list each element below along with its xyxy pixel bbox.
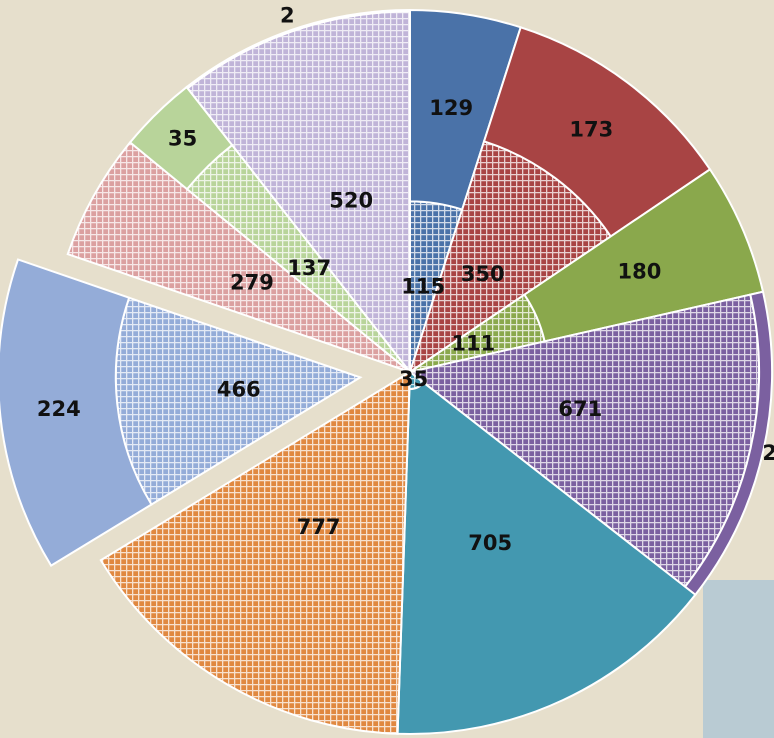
chart: 115 129 350 173 111 180 671 25 35 705 777 466 224 279… xyxy=(0,0,774,738)
data-label: 520 xyxy=(329,189,373,213)
data-label: 111 xyxy=(451,332,495,356)
data-label: 279 xyxy=(230,271,274,295)
data-label: 705 xyxy=(468,531,512,555)
data-label: 137 xyxy=(287,256,331,280)
data-label: 350 xyxy=(461,262,505,286)
data-label: 129 xyxy=(429,96,473,120)
data-label: 25 xyxy=(762,441,774,465)
data-label: 466 xyxy=(217,377,261,401)
data-label: 173 xyxy=(569,117,613,141)
data-label: 224 xyxy=(37,397,81,421)
data-label: 671 xyxy=(558,397,602,421)
data-label: 2 xyxy=(280,4,295,28)
photo-fragment xyxy=(703,580,774,738)
data-label: 35 xyxy=(168,127,197,151)
data-label: 180 xyxy=(618,260,662,284)
data-label: 35 xyxy=(399,367,428,391)
data-label: 777 xyxy=(297,515,341,539)
data-label: 115 xyxy=(401,275,445,299)
